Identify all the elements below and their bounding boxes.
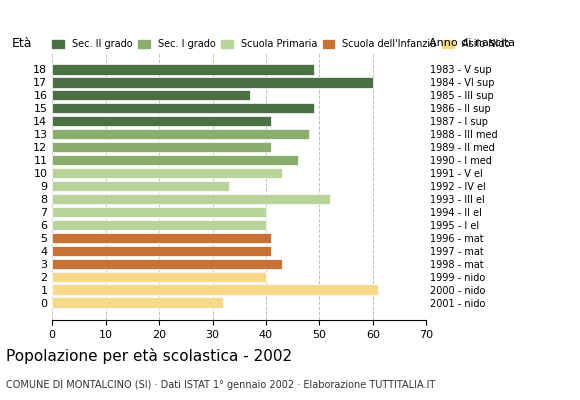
Bar [52,90,250,100]
Bar [52,298,223,308]
Bar [52,103,314,114]
Bar [52,284,378,295]
Bar [52,258,282,269]
Bar [52,129,309,139]
Text: Popolazione per età scolastica - 2002: Popolazione per età scolastica - 2002 [6,348,292,364]
Bar [52,168,282,178]
Bar [52,233,271,243]
Text: Anno di nascita: Anno di nascita [429,38,515,48]
Bar [52,142,271,152]
Text: COMUNE DI MONTALCINO (SI) · Dati ISTAT 1° gennaio 2002 · Elaborazione TUTTITALIA: COMUNE DI MONTALCINO (SI) · Dati ISTAT 1… [6,380,435,390]
Bar [52,181,229,191]
Bar [52,77,373,88]
Bar [52,220,266,230]
Legend: Sec. II grado, Sec. I grado, Scuola Primaria, Scuola dell'Infanzia, Asilo Nido: Sec. II grado, Sec. I grado, Scuola Prim… [52,39,510,49]
Text: Età: Età [12,37,32,50]
Bar [52,194,330,204]
Bar [52,64,314,74]
Bar [52,116,271,126]
Bar [52,155,298,165]
Bar [52,272,266,282]
Bar [52,246,271,256]
Bar [52,207,266,217]
